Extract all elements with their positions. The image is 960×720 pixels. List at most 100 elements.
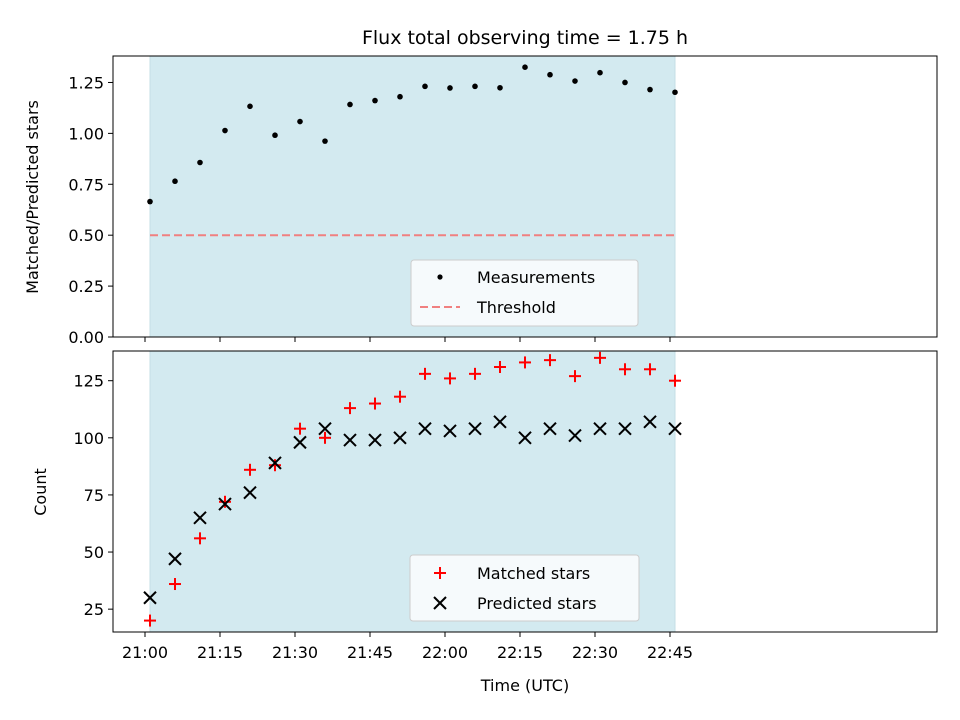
ratio-legend-box bbox=[410, 259, 639, 327]
predicted-star-point bbox=[418, 421, 432, 436]
predicted-star-points bbox=[143, 415, 682, 605]
matched-star-point bbox=[319, 431, 331, 444]
measurement-point bbox=[347, 101, 353, 108]
matched-star-point bbox=[544, 354, 556, 367]
measurement-point bbox=[322, 138, 328, 144]
matched-star-point bbox=[344, 402, 356, 415]
measurement-point bbox=[172, 178, 178, 185]
measurement-point bbox=[147, 198, 153, 205]
predicted-star-point bbox=[318, 421, 332, 436]
measurement-point bbox=[522, 64, 528, 70]
y-tick-label: 0.25 bbox=[68, 277, 104, 296]
measurement-point bbox=[422, 83, 428, 90]
y-tick-label: 50 bbox=[84, 543, 104, 562]
predicted-star-point bbox=[443, 424, 457, 438]
matched-star-point bbox=[669, 374, 681, 387]
predicted-star-point bbox=[593, 421, 607, 436]
measurement-point bbox=[372, 97, 378, 104]
count-legend: Matched stars Predicted stars bbox=[409, 554, 640, 622]
predicted-star-point bbox=[293, 435, 307, 450]
predicted-star-point bbox=[143, 591, 157, 605]
predicted-star-point bbox=[218, 497, 232, 511]
predicted-star-point bbox=[168, 552, 182, 566]
y-tick-label: 25 bbox=[84, 600, 104, 619]
y-tick-label: 1.25 bbox=[68, 73, 104, 92]
measurement-point bbox=[672, 89, 678, 96]
measurement-point bbox=[247, 103, 253, 110]
count-y-axis-label: Count bbox=[31, 468, 50, 516]
measurement-point bbox=[572, 78, 578, 84]
measurement-point bbox=[397, 93, 403, 100]
matched-star-point bbox=[419, 367, 431, 380]
y-tick-label: 0.75 bbox=[68, 175, 104, 194]
matched-star-point bbox=[269, 459, 281, 472]
count-y-ticks: 25 50 75 100 125 bbox=[73, 372, 113, 619]
matched-star-point bbox=[619, 363, 631, 376]
matched-star-point bbox=[569, 370, 581, 383]
matched-star-point bbox=[219, 495, 231, 508]
measurement-point bbox=[222, 127, 228, 134]
measurement-point bbox=[547, 71, 553, 78]
x-tick-label: 21:00 bbox=[122, 643, 168, 662]
y-tick-label: 0.50 bbox=[68, 226, 104, 245]
predicted-star-point bbox=[193, 511, 207, 525]
count-legend-box bbox=[409, 554, 640, 622]
matched-star-point bbox=[244, 463, 256, 476]
ratio-panel: 0.00 0.25 0.50 0.75 1.00 1.25 Matched/Predict… bbox=[23, 55, 938, 347]
measurement-point bbox=[597, 69, 603, 76]
measurement-point bbox=[497, 84, 503, 91]
legend-predicted-marker bbox=[433, 596, 447, 610]
predicted-star-point bbox=[668, 421, 682, 436]
matched-star-point bbox=[294, 422, 306, 435]
x-axis-label: Time (UTC) bbox=[480, 676, 569, 695]
x-tick-label: 22:30 bbox=[572, 643, 618, 662]
legend-matched-marker bbox=[434, 567, 446, 579]
predicted-star-point bbox=[268, 456, 282, 470]
measurement-point bbox=[472, 83, 478, 90]
y-tick-label: 1.00 bbox=[68, 124, 104, 143]
measurement-point bbox=[447, 85, 453, 91]
predicted-star-point bbox=[643, 415, 657, 429]
legend-threshold-label: Threshold bbox=[476, 298, 556, 317]
matched-star-point bbox=[394, 390, 406, 403]
ratio-axes-frame bbox=[112, 55, 938, 338]
x-tick-label: 22:15 bbox=[497, 643, 543, 662]
x-tick-label: 21:45 bbox=[347, 643, 393, 662]
measurement-point bbox=[622, 79, 628, 86]
legend-measurements-marker bbox=[437, 274, 443, 280]
measurement-point bbox=[272, 132, 278, 139]
x-tick-label: 21:30 bbox=[272, 643, 318, 662]
measurement-points bbox=[147, 64, 678, 205]
ratio-x-ticks bbox=[144, 337, 671, 342]
matched-star-point bbox=[644, 363, 656, 376]
count-panel: 25 50 75 100 125 21:00 21:15 21:30 21:45 22:00 22… bbox=[31, 350, 938, 695]
x-tick-label: 22:00 bbox=[422, 643, 468, 662]
predicted-star-point bbox=[618, 421, 632, 436]
matched-star-point bbox=[519, 356, 531, 369]
legend-predicted-label: Predicted stars bbox=[477, 594, 597, 613]
matched-star-point bbox=[594, 351, 606, 364]
matched-star-point bbox=[169, 578, 181, 591]
predicted-star-point bbox=[393, 431, 407, 445]
matched-star-point bbox=[469, 367, 481, 380]
measurement-point bbox=[297, 118, 303, 125]
y-tick-label: 100 bbox=[73, 429, 104, 448]
y-tick-label: 75 bbox=[84, 486, 104, 505]
matched-star-point bbox=[194, 532, 206, 545]
predicted-star-point bbox=[343, 433, 357, 447]
predicted-star-point bbox=[543, 421, 557, 436]
matched-star-point bbox=[444, 372, 456, 385]
count-axes-frame bbox=[112, 350, 938, 633]
matched-star-points bbox=[144, 351, 681, 627]
ratio-legend: Measurements Threshold bbox=[410, 259, 639, 327]
predicted-star-point bbox=[493, 415, 507, 429]
ratio-y-ticks: 0.00 0.25 0.50 0.75 1.00 1.25 bbox=[68, 73, 113, 347]
predicted-star-point bbox=[568, 428, 582, 443]
chart-title: Flux total observing time = 1.75 h bbox=[362, 27, 688, 49]
matched-star-point bbox=[144, 614, 156, 627]
legend-matched-label: Matched stars bbox=[477, 564, 590, 583]
ratio-y-axis-label: Matched/Predicted stars bbox=[23, 100, 42, 294]
y-tick-label: 0.00 bbox=[68, 328, 104, 347]
predicted-star-point bbox=[468, 421, 482, 436]
